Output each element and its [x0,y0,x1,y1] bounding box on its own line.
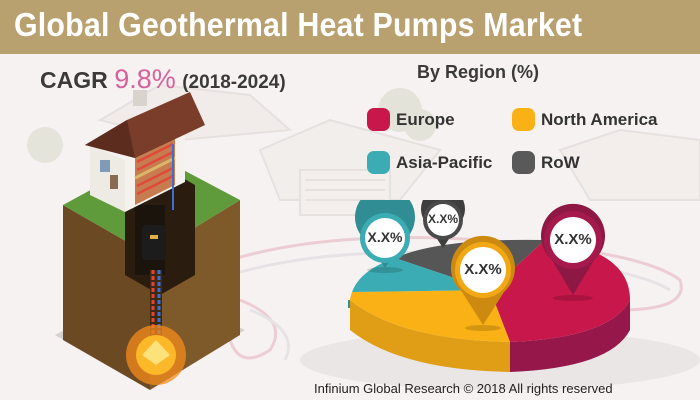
legend-item-asia-pacific: Asia-Pacific [367,151,492,174]
cagr-period: (2018-2024) [182,72,286,93]
legend-swatch-row [512,151,535,174]
page-title: Global Geothermal Heat Pumps Market [14,6,583,43]
cagr-value: 9.8% [114,64,176,94]
legend-swatch-north-america [512,108,535,131]
pin-asia-pacific [355,200,415,273]
legend-label: Europe [396,109,455,129]
chart-legend: Europe North America Asia-Pacific RoW [367,108,697,183]
copyright-footer: Infinium Global Research © 2018 All righ… [314,381,613,396]
pin-label-asia-pacific: X.X% [367,229,403,245]
cagr-statement: CAGR 9.8% (2018-2024) [40,64,286,95]
legend-swatch-europe [367,108,390,131]
legend-item-europe: Europe [367,108,455,131]
pin-row [421,200,465,248]
pin-label-north-america: X.X% [464,261,502,278]
pin-north-america [451,235,515,331]
geothermal-house-illustration [55,90,245,390]
pin-europe [541,203,605,301]
legend-label: North America [541,109,658,129]
cagr-label: CAGR [40,67,108,93]
pin-label-row: X.X% [427,212,458,226]
legend-item-row: RoW [512,151,580,174]
pie-side-north-america [350,300,510,372]
header-banner: Global Geothermal Heat Pumps Market [0,0,700,54]
legend-label: Asia-Pacific [396,152,493,172]
pie-slice-europe [490,240,630,342]
legend-label: RoW [541,152,580,172]
legend-swatch-asia-pacific [367,151,390,174]
legend-item-north-america: North America [512,108,658,131]
chart-title: By Region (%) [417,62,540,82]
pin-label-europe: X.X% [554,231,592,248]
region-pie-chart [348,200,630,372]
pie-side-europe [510,300,630,372]
